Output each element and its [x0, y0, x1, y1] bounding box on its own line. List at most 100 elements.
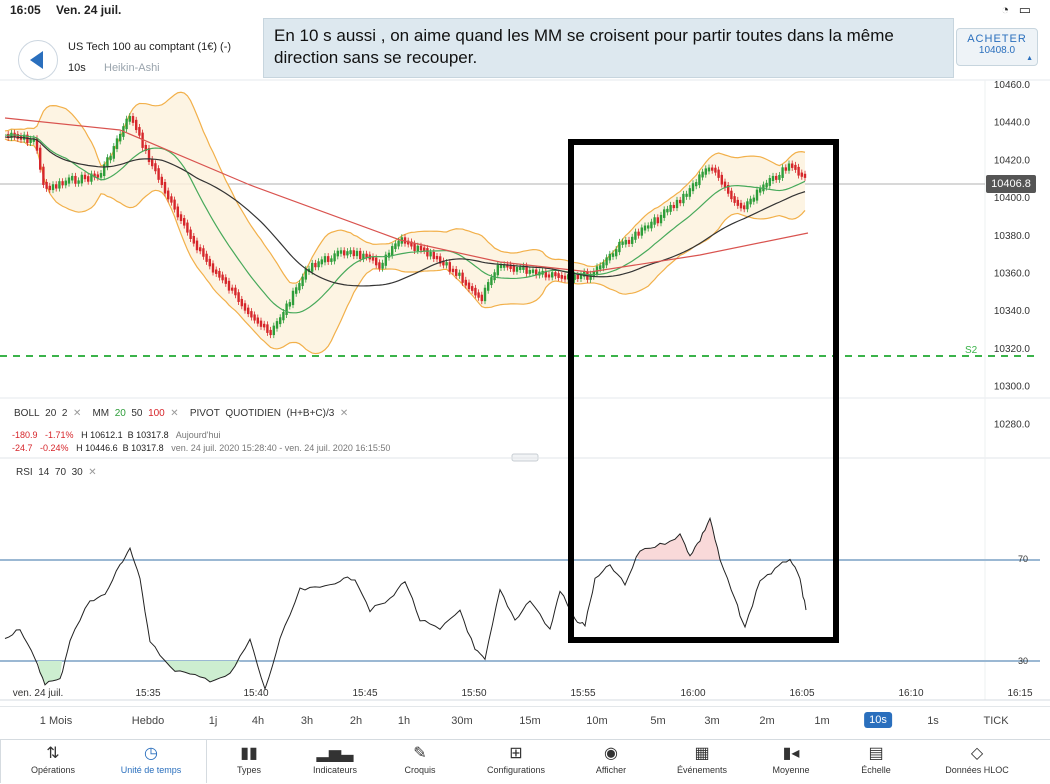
candle-body	[563, 275, 567, 280]
candle-body	[272, 325, 275, 336]
candle-body	[125, 118, 128, 130]
candle-body	[640, 227, 643, 236]
remove-boll-icon[interactable]: ✕	[70, 408, 90, 419]
boll-legend[interactable]: BOLL 20 2	[14, 408, 68, 419]
rsi-oversold-fill	[38, 661, 62, 685]
toolbar-clock[interactable]: ◷ Unité de temps	[121, 740, 182, 784]
timeframe-2m[interactable]: 2m	[759, 715, 775, 727]
caret-up-icon: ▲	[1026, 55, 1033, 62]
back-arrow-icon	[30, 51, 43, 69]
timeframe-tick[interactable]: TICK	[983, 715, 1009, 727]
candle-body	[551, 272, 554, 278]
candle-body	[416, 245, 419, 252]
candle-body	[701, 171, 704, 178]
toolbar-calendar[interactable]: ▦ Événements	[677, 740, 727, 784]
timeframe-1m[interactable]: 1m	[814, 715, 830, 727]
candle-body	[435, 255, 439, 260]
toolbar-layout[interactable]: ⊞ Configurations	[487, 740, 545, 784]
candle-body	[560, 274, 563, 279]
timeframe-3h[interactable]: 3h	[300, 715, 314, 727]
mm-legend[interactable]: MM 20 50 100	[92, 408, 165, 419]
candle-body	[183, 218, 186, 226]
candle-body	[173, 199, 176, 210]
average-icon: ▮◂	[782, 745, 800, 762]
candle-body	[170, 196, 173, 203]
pivot-legend[interactable]: PIVOT QUOTIDIEN (H+B+C)/3	[189, 408, 335, 419]
candle-body	[266, 324, 269, 333]
candle-body	[247, 307, 250, 315]
candle-body	[803, 173, 807, 178]
back-button[interactable]	[18, 40, 58, 80]
remove-pivot-icon[interactable]: ✕	[337, 408, 349, 419]
candle-body	[323, 256, 327, 263]
timeframe-hebdo[interactable]: Hebdo	[131, 715, 165, 727]
candle-body	[279, 317, 282, 325]
toolbar-crosshair[interactable]: ◇ Données HLOC	[945, 740, 1009, 784]
candle-body	[352, 250, 355, 257]
timeframe-15m[interactable]: 15m	[519, 715, 541, 727]
candle-body	[675, 199, 679, 209]
candle-body	[58, 181, 61, 189]
candle-body	[458, 272, 461, 276]
timeframe-4h[interactable]: 4h	[251, 715, 265, 727]
timeframe-2h[interactable]: 2h	[349, 715, 363, 727]
candle-body	[592, 271, 595, 277]
toolbar-bar-chart[interactable]: ▂▅▃ Indicateurs	[313, 740, 357, 784]
candle-body	[733, 196, 736, 203]
toolbar-eye[interactable]: ◉ Afficher	[596, 740, 626, 784]
candle-body	[215, 269, 218, 274]
timeframe-1j[interactable]: 1j	[208, 715, 218, 727]
timeframe-10s[interactable]: 10s	[864, 712, 892, 728]
timeframe-3m[interactable]: 3m	[704, 715, 720, 727]
candle-body	[51, 184, 55, 191]
candle-body	[419, 245, 423, 251]
rsi-legend[interactable]: RSI 14 70 30 ✕	[16, 467, 97, 478]
price-axis-tick: 10380.0	[994, 231, 1031, 242]
toolbar-scale[interactable]: ▤ Échelle	[861, 740, 891, 784]
candle-body	[493, 272, 496, 281]
calendar-icon: ▦	[694, 745, 710, 762]
buy-button[interactable]: ACHETER 10408.0 ▲	[956, 28, 1038, 66]
candle-body	[666, 208, 669, 213]
candle-body	[695, 182, 698, 187]
timeframe-1-mois[interactable]: 1 Mois	[39, 715, 73, 727]
candle-body	[688, 188, 691, 197]
candle-body	[365, 253, 368, 258]
candle-body	[176, 206, 179, 218]
toolbar-average[interactable]: ▮◂ Moyenne	[772, 740, 809, 784]
timeframe-5m[interactable]: 5m	[650, 715, 666, 727]
candle-body	[467, 282, 471, 290]
candle-body	[333, 253, 336, 262]
candle-body	[256, 317, 259, 324]
rsi-line	[4, 516, 807, 691]
candle-body	[301, 276, 304, 287]
candle-body	[499, 264, 503, 269]
remove-rsi-icon[interactable]: ✕	[85, 467, 97, 478]
candle-body	[87, 176, 90, 182]
timeframe-1h[interactable]: 1h	[397, 715, 411, 727]
timeframe-30m[interactable]: 30m	[451, 715, 473, 727]
candle-body	[413, 243, 416, 252]
candle-body	[346, 251, 349, 256]
remove-mm-icon[interactable]: ✕	[167, 408, 188, 419]
toolbar-pencil[interactable]: ✎ Croquis	[404, 740, 435, 784]
candle-body	[797, 166, 800, 176]
candle-body	[557, 273, 560, 278]
toolbar-label: Configurations	[486, 765, 546, 775]
toolbar-candles[interactable]: ▮▮ Types	[237, 740, 261, 784]
rsi-level-30: 30	[1018, 656, 1029, 666]
candle-body	[407, 240, 410, 245]
toolbar-label: Afficher	[595, 765, 627, 775]
timeframe-10m[interactable]: 10m	[586, 715, 608, 727]
timeframe-1s[interactable]: 1s	[927, 715, 939, 727]
candle-body	[445, 262, 448, 266]
candle-body	[330, 258, 333, 262]
candle-body	[656, 217, 659, 224]
toolbar-arrows-updown[interactable]: ⇅ Opérations	[31, 740, 75, 784]
candle-body	[602, 262, 605, 269]
price-axis-tick: 10360.0	[994, 269, 1031, 280]
candle-body	[371, 256, 375, 261]
candle-body	[221, 274, 224, 281]
price-chart[interactable]: 10460.0 10440.0 10420.0 10400.0 10380.0 10360…	[0, 0, 1050, 705]
candle-body	[67, 177, 71, 184]
